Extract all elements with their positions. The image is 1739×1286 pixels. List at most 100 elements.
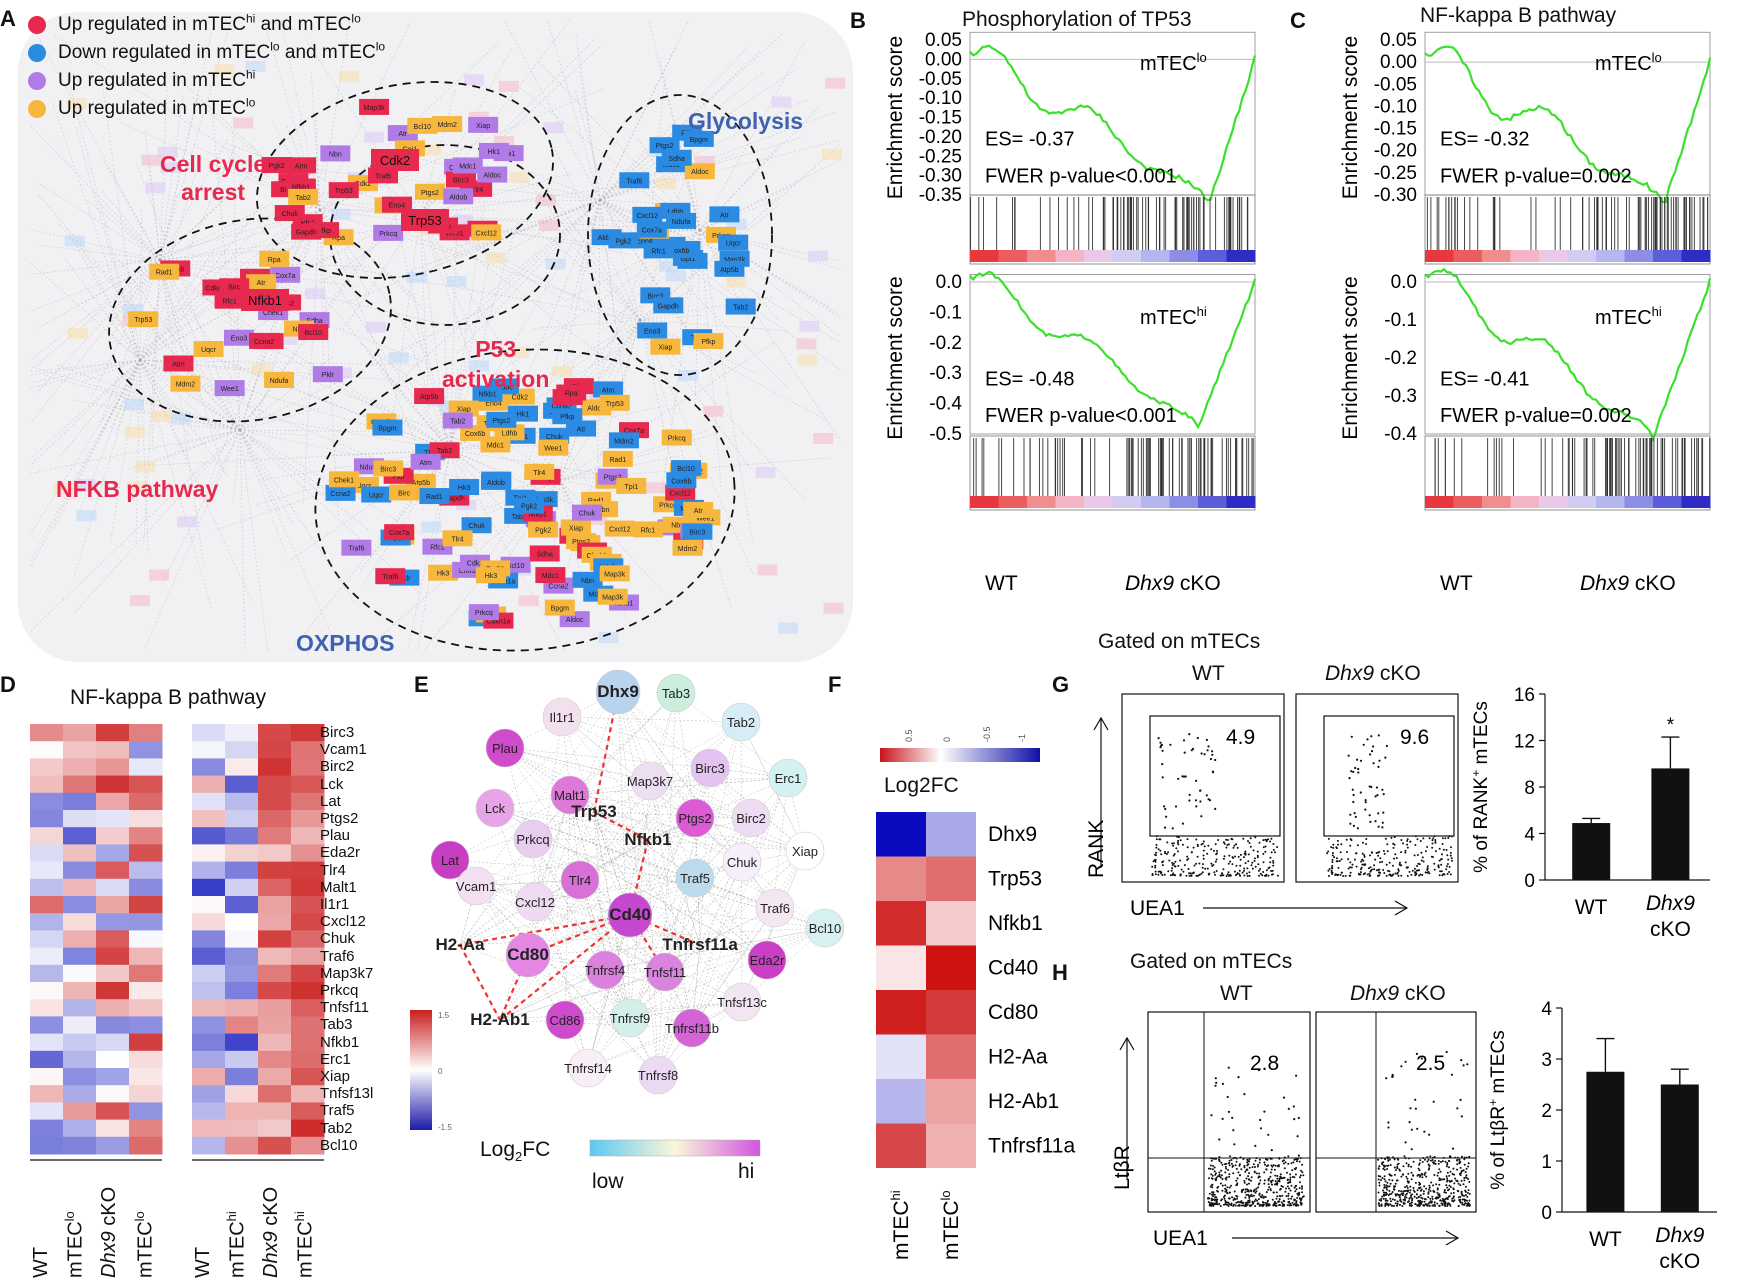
flow-event: [1275, 1182, 1278, 1185]
flow-event: [1461, 1201, 1464, 1204]
network-edge: [263, 19, 321, 211]
flow-event: [1453, 1173, 1456, 1176]
network-edge: [159, 259, 430, 365]
network-node-box: [443, 188, 474, 205]
flow-event: [1287, 1201, 1290, 1204]
network-node: Atr: [683, 501, 714, 518]
network-edge: [64, 257, 141, 361]
flow-event: [1210, 1173, 1213, 1176]
flow-event: [1270, 1164, 1273, 1167]
flow-event: [1251, 1166, 1254, 1169]
network-edge: [387, 226, 641, 321]
network-node-label: Ndufa: [360, 464, 379, 471]
flow-event: [1218, 1173, 1221, 1176]
flow-event: [1283, 1156, 1286, 1159]
network-edge: [135, 359, 141, 544]
flow-event: [1392, 1204, 1395, 1207]
network-node-label: Cxcl12: [637, 213, 659, 220]
network-node-box: [665, 484, 696, 501]
network-edge: [159, 196, 229, 261]
flow-gate-value: 2.8: [1250, 1052, 1279, 1075]
network-node: Sdha: [661, 149, 692, 166]
flow-event: [1297, 1204, 1300, 1207]
flow-event: [1213, 1193, 1216, 1196]
network-node: Hk3: [428, 564, 459, 581]
flow-event: [1241, 1189, 1243, 1192]
network-node-faded: [75, 478, 96, 490]
flow-event: [1210, 1159, 1213, 1162]
network-node-label: Pklr: [393, 474, 406, 481]
flow-event: [1221, 1184, 1224, 1187]
network-node-label: Cox6b: [671, 478, 691, 485]
flow-event: [1247, 1190, 1250, 1193]
network-node-faded: [703, 405, 724, 417]
network-node: Trp53: [599, 394, 630, 411]
flow-event: [1236, 1177, 1239, 1180]
flow-event: [1235, 1179, 1238, 1182]
network-node: Cxcl12: [632, 206, 663, 223]
network-node-label: Chuk: [579, 511, 596, 518]
flow-event: [1221, 1198, 1223, 1201]
flow-event: [1412, 1160, 1415, 1163]
flow-event: [1288, 1187, 1290, 1190]
network-edge: [599, 19, 689, 201]
network-edge: [102, 190, 161, 261]
flow-event: [1389, 1182, 1392, 1185]
flow-event: [1279, 1188, 1281, 1191]
flow-event: [1456, 1156, 1459, 1159]
flow-event: [1403, 1202, 1406, 1205]
network-edge: [76, 238, 141, 361]
flow-event: [1383, 1184, 1386, 1186]
network-node-faded: [64, 235, 85, 247]
flow-event: [1296, 1192, 1299, 1195]
network-node-label: Birc3: [647, 293, 663, 300]
flow-event: [1286, 1185, 1289, 1188]
flow-event: [1428, 1167, 1431, 1170]
flow-event: [1294, 1190, 1297, 1193]
network-edge: [29, 262, 141, 361]
flow-event: [1392, 1156, 1395, 1159]
flow-event: [1301, 1187, 1303, 1190]
network-node: Birc: [389, 484, 420, 501]
flow-event: [1209, 1167, 1212, 1170]
flow-event: [1404, 1186, 1407, 1189]
network-node-label: Pgk2: [269, 163, 285, 170]
flow-event: [1385, 1184, 1388, 1187]
flow-event: [1287, 1195, 1290, 1197]
flow-event: [1439, 1170, 1442, 1173]
network-node-label: Bpgm: [690, 137, 708, 144]
network-node-box: [373, 460, 404, 477]
network-node-faded: [67, 327, 88, 339]
network-node-box: [632, 206, 663, 223]
network-edge: [573, 88, 641, 321]
flow-event: [1446, 1186, 1449, 1189]
flow-event: [1232, 1172, 1235, 1175]
flow-event: [1377, 1178, 1380, 1181]
network-edge: [559, 479, 588, 555]
flow-event: [1254, 1166, 1256, 1168]
network-edge: [419, 176, 690, 216]
flow-event: [1294, 1204, 1297, 1207]
flow-event: [1223, 1197, 1226, 1200]
flow-event: [1265, 1204, 1268, 1207]
network-node-label: Tab2: [733, 305, 748, 312]
flow-event: [1468, 1180, 1471, 1183]
flow-event: [1255, 1187, 1258, 1190]
network-edge: [415, 322, 451, 451]
network-node-box: [593, 381, 624, 398]
network-node: Map3k: [359, 98, 390, 115]
flow-event: [1237, 1171, 1240, 1174]
network-node-box: [419, 488, 450, 505]
network-node-label: Map3k: [724, 257, 746, 264]
flow-event: [1464, 1202, 1467, 1205]
network-edge: [319, 19, 412, 211]
network-edge: [419, 214, 430, 411]
flow-event: [1245, 1177, 1248, 1180]
network-node-label: Rpa: [565, 391, 578, 398]
flow-event: [1398, 1196, 1401, 1199]
network-node-faded: [659, 260, 680, 272]
flow-event: [1252, 1163, 1255, 1166]
module-outline: [256, 81, 554, 279]
flow-event: [1212, 1157, 1215, 1160]
network-node-box: [597, 588, 628, 605]
